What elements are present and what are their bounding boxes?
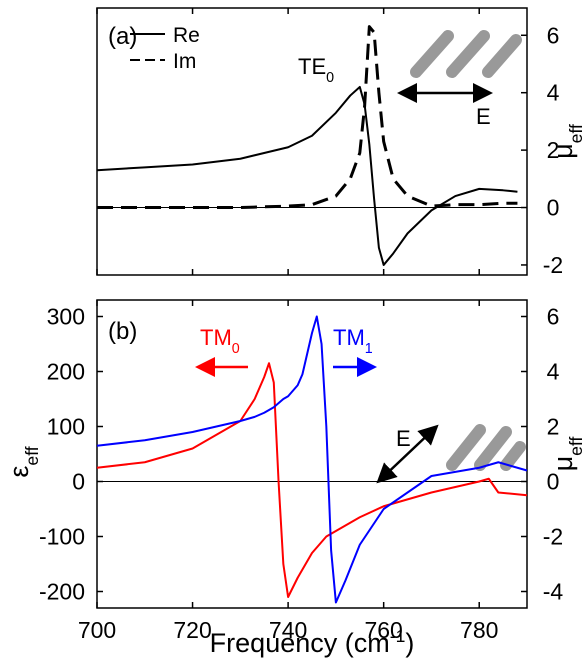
annotation-main: E bbox=[396, 426, 411, 451]
annotation-sub: 1 bbox=[365, 341, 373, 357]
x-axis-label-sup: -1 bbox=[390, 626, 406, 646]
series-line bbox=[96, 362, 528, 598]
y2-tick-label: 0 bbox=[547, 195, 560, 221]
annotation: E bbox=[396, 426, 411, 451]
y2-tick-label: 2 bbox=[547, 414, 560, 440]
annotation: TE0 bbox=[298, 54, 334, 86]
x-axis-label-tail: ) bbox=[405, 628, 414, 658]
y-axis-label: εeff bbox=[4, 446, 42, 477]
y2-axis-label: μeff bbox=[548, 437, 586, 472]
y-tick-label: 300 bbox=[47, 304, 85, 330]
y2-axis-label-main: μ bbox=[548, 143, 578, 159]
annotation-main: TE bbox=[298, 54, 326, 79]
series-line bbox=[96, 85, 518, 266]
x-tick-label: 700 bbox=[78, 617, 116, 643]
y2-axis-label-sub: eff bbox=[566, 437, 586, 456]
y2-axis-label-main: μ bbox=[548, 456, 578, 472]
y2-tick-label: -2 bbox=[543, 524, 563, 550]
y2-tick-label: 4 bbox=[547, 359, 560, 385]
panel-label: (a) bbox=[108, 23, 137, 50]
panel-label: (b) bbox=[108, 318, 137, 345]
annotation-main: TM bbox=[333, 325, 365, 350]
annotation-sub: 0 bbox=[326, 70, 334, 86]
annotation: TM1 bbox=[333, 325, 373, 357]
y-tick-label: -200 bbox=[39, 579, 85, 605]
x-axis-label-main: Frequency (cm bbox=[210, 628, 390, 658]
annotation-main: E bbox=[476, 104, 491, 129]
legend-label: Re bbox=[173, 24, 200, 47]
y2-tick-label: 6 bbox=[547, 22, 560, 48]
cylinders-a bbox=[410, 30, 522, 78]
plot-frame bbox=[96, 299, 528, 609]
y2-tick-label: 6 bbox=[547, 304, 560, 330]
y2-tick-label: 0 bbox=[547, 469, 560, 495]
x-axis-label: Frequency (cm-1) bbox=[210, 626, 415, 658]
y2-axis-label-sub: eff bbox=[566, 124, 586, 143]
y-tick-label: 200 bbox=[47, 359, 85, 385]
plot-frame bbox=[96, 7, 528, 276]
y-tick-label: 100 bbox=[47, 414, 85, 440]
y-tick-label: 0 bbox=[72, 469, 85, 495]
y2-tick-label: -2 bbox=[543, 252, 563, 278]
x-tick-label: 780 bbox=[460, 617, 498, 643]
x-tick-label: 740 bbox=[269, 617, 307, 643]
x-tick-label: 720 bbox=[173, 617, 211, 643]
y-axis-label-sub: eff bbox=[22, 446, 42, 465]
y2-tick-label: -4 bbox=[543, 579, 564, 605]
y2-tick-label: 4 bbox=[547, 80, 560, 106]
x-tick-label: 760 bbox=[364, 617, 402, 643]
y-axis-label-main: ε bbox=[4, 466, 34, 478]
cylinders-b bbox=[446, 424, 526, 471]
series-line bbox=[96, 315, 528, 604]
annotation-sub: 0 bbox=[232, 341, 240, 357]
e-arrow-b bbox=[376, 424, 439, 484]
y-tick-label: -100 bbox=[39, 524, 85, 550]
annotation: E bbox=[476, 104, 491, 129]
y2-tick-label: 2 bbox=[547, 137, 560, 163]
legend-label: Im bbox=[173, 50, 196, 73]
y2-axis-label: μeff bbox=[548, 124, 586, 159]
annotation: TM0 bbox=[200, 325, 240, 357]
annotation-main: TM bbox=[200, 325, 232, 350]
series-line bbox=[97, 25, 518, 210]
